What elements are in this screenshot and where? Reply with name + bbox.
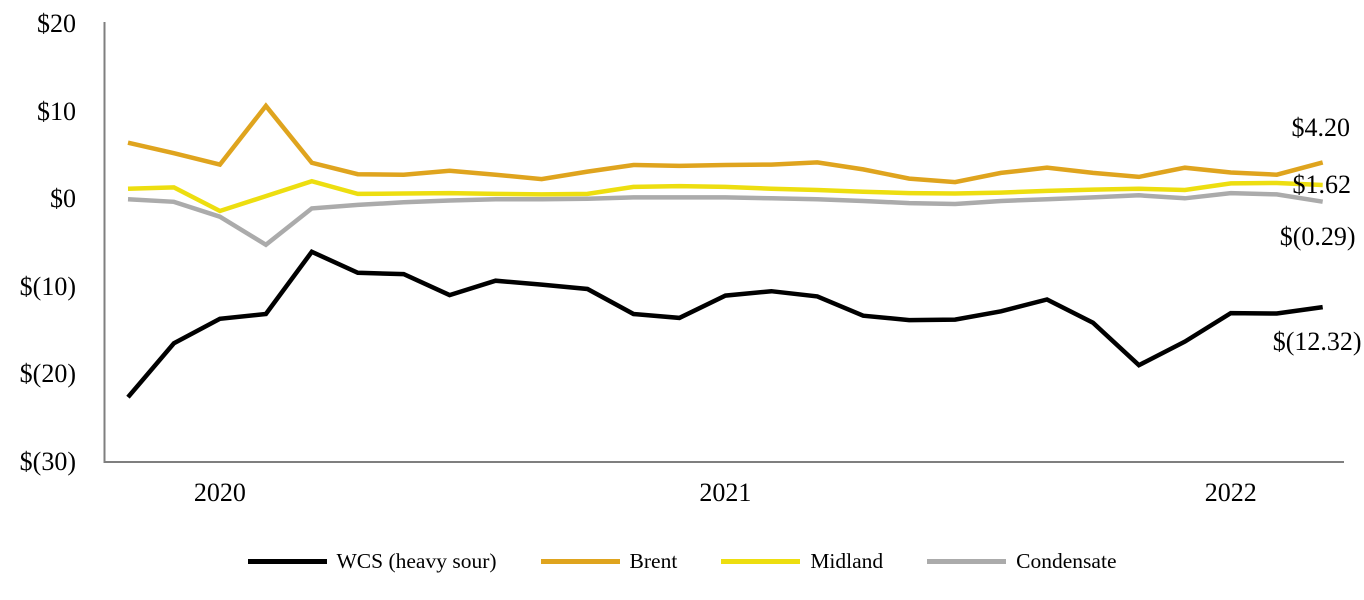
wcs-line-swatch: [247, 558, 327, 564]
legend: WCS (heavy sour) Brent Midland Condensat…: [0, 547, 1364, 575]
brent-line-swatch: [540, 558, 620, 564]
series-line-brent: [127, 102, 1324, 185]
y-tick-label: $0: [50, 184, 76, 214]
x-tick-label-2022: 2022: [1204, 478, 1257, 508]
series-line-midland: [127, 178, 1323, 214]
end-label-brent: $4.20: [1291, 113, 1350, 142]
y-tick-label: $(10): [19, 271, 76, 301]
series-line-wcs-heavy-sour: [126, 248, 1324, 399]
legend-item-midland: Midland: [721, 547, 883, 575]
end-label-midland: $1.62: [1292, 170, 1351, 199]
y-tick-label: $20: [37, 9, 76, 38]
series-lines: [126, 102, 1324, 399]
midland-line-swatch: [721, 558, 801, 564]
legend-label-condensate: Condensate: [1016, 549, 1117, 573]
condensate-line-swatch: [927, 558, 1007, 564]
end-label-condensate: $(0.29): [1279, 221, 1356, 251]
legend-label-wcs: WCS (heavy sour): [336, 549, 497, 573]
x-tick-label-2021: 2021: [699, 478, 752, 508]
series-line-condensate: [127, 190, 1324, 248]
y-tick-label: $10: [37, 96, 76, 126]
end-label-wcs: $(12.32): [1272, 326, 1362, 356]
legend-label-brent: Brent: [629, 549, 678, 573]
x-tick-label-2020: 2020: [193, 478, 246, 508]
legend-item-wcs: WCS (heavy sour): [247, 547, 497, 575]
legend-item-brent: Brent: [540, 547, 678, 575]
y-tick-label: $(30): [19, 447, 76, 476]
y-tick-label: $(20): [19, 359, 76, 389]
legend-item-condensate: Condensate: [927, 547, 1116, 575]
legend-label-midland: Midland: [810, 549, 884, 573]
